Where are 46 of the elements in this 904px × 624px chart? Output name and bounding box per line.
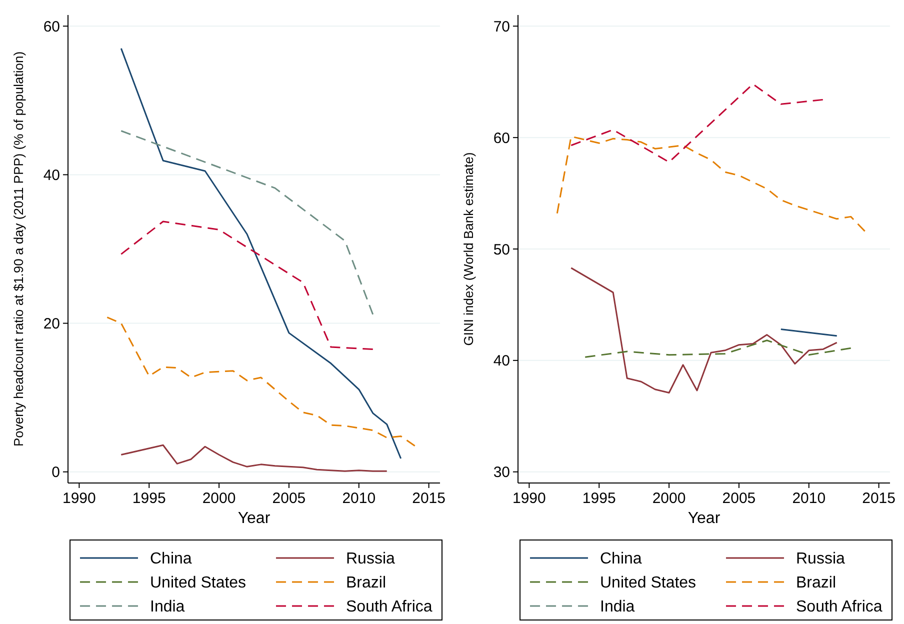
legend-label: India <box>150 598 185 616</box>
y-axis-title: Poverty headcount ratio at $1.90 a day (2011 PPP) (% of population) <box>11 51 26 447</box>
y-tick-label: 50 <box>493 241 510 258</box>
y-tick-label: 40 <box>43 166 60 184</box>
y-axis-title: GINI index (World Bank estimate) <box>461 152 476 346</box>
x-tick-label: 2015 <box>862 490 896 507</box>
legend-label: China <box>150 550 192 568</box>
x-axis-title: Year <box>688 510 721 527</box>
line-series <box>120 130 374 316</box>
y-tick-label: 40 <box>493 352 510 370</box>
x-tick-label: 1995 <box>132 490 166 507</box>
x-tick-label: 2005 <box>272 490 306 507</box>
x-tick-label: 1990 <box>62 490 96 507</box>
x-tick-label: 1995 <box>582 490 616 507</box>
line-series <box>584 340 852 358</box>
legend-label: South Africa <box>346 598 432 616</box>
line-series <box>106 316 416 447</box>
x-axis-title: Year <box>238 510 271 527</box>
x-tick-label: 2015 <box>412 490 446 507</box>
x-tick-label: 2010 <box>792 490 826 507</box>
line-series <box>120 48 402 460</box>
y-tick-label: 20 <box>43 316 60 333</box>
legend-label: South Africa <box>796 598 882 616</box>
line-series <box>120 220 374 350</box>
legend-label: Russia <box>346 550 396 568</box>
y-tick-label: 70 <box>493 18 510 36</box>
y-tick-label: 0 <box>52 464 60 482</box>
line-series <box>556 136 866 232</box>
line-series <box>570 83 824 163</box>
legend-label: Brazil <box>796 574 836 592</box>
legend-label: Russia <box>796 550 846 568</box>
x-tick-label: 2005 <box>722 490 756 507</box>
legend-label: China <box>600 550 642 568</box>
legend-label: India <box>600 598 635 616</box>
x-tick-label: 2010 <box>342 490 376 507</box>
x-tick-label: 2000 <box>652 490 686 507</box>
line-series <box>120 444 388 472</box>
legend-label: United States <box>600 574 696 592</box>
line-series <box>570 267 838 394</box>
y-tick-label: 60 <box>43 18 60 36</box>
legend-label: Brazil <box>346 574 386 592</box>
x-tick-label: 1990 <box>512 490 546 507</box>
y-tick-label: 30 <box>493 464 510 482</box>
legend-label: United States <box>150 574 246 592</box>
y-tick-label: 60 <box>493 130 510 147</box>
x-tick-label: 2000 <box>202 490 236 507</box>
